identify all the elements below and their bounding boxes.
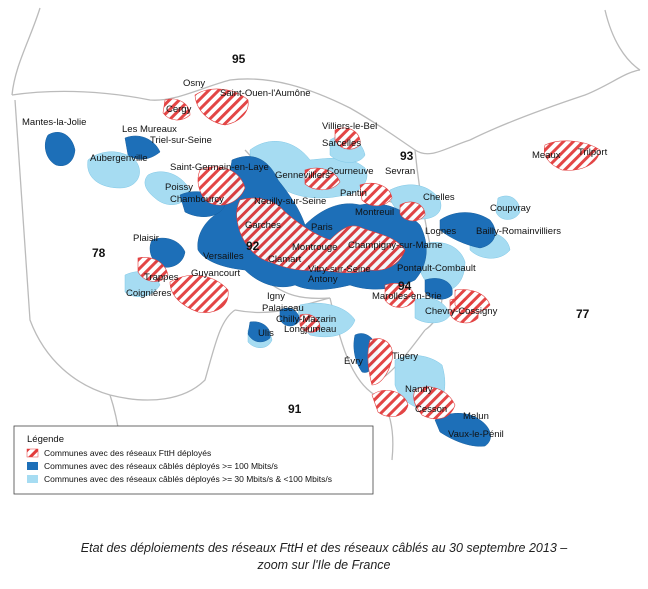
dept-93-label: 93 [400, 149, 414, 163]
figure-caption: Etat des déploiements des réseaux FttH e… [0, 540, 648, 574]
town-label: Chevry-Cossigny [425, 306, 498, 317]
town-label: Pontault-Combault [397, 263, 476, 274]
ftth-areas [137, 88, 601, 420]
town-label: Sarcelles [322, 138, 361, 149]
town-label: Nandy [405, 384, 433, 395]
town-label: Paris [311, 222, 333, 233]
town-label: Courneuve [327, 166, 373, 177]
town-label: Montreuil [355, 207, 394, 218]
town-label: Saint-Ouen-l'Aumône [220, 88, 311, 99]
legend: Légende Communes avec des réseaux FttH d… [13, 425, 374, 495]
dept-78-label: 78 [92, 246, 106, 260]
town-label: Osny [183, 78, 205, 89]
dept-77-label: 77 [576, 307, 590, 321]
town-label: Chelles [423, 192, 455, 203]
town-label: Igny [267, 291, 285, 302]
town-label: Évry [344, 356, 363, 367]
legend-box [13, 425, 374, 495]
town-label: Longjumeau [284, 324, 336, 335]
town-label: Lognes [425, 226, 456, 237]
town-label: Mantes-la-Jolie [22, 117, 86, 128]
legend-ftth-swatch [26, 448, 39, 458]
town-label: Gennevilliers [275, 170, 330, 181]
dept-95-label: 95 [232, 52, 246, 66]
town-label: Palaiseau [262, 303, 304, 314]
legend-cable-high-swatch [27, 462, 38, 470]
dept-94-label: 94 [398, 279, 412, 293]
town-label: Montrouge [292, 242, 337, 253]
town-label: Garches [245, 220, 281, 231]
town-label: Sevran [385, 166, 415, 177]
town-labels: Osny Saint-Ouen-l'Aumône Cergy Mantes-la… [22, 78, 608, 440]
town-label: Ulis [258, 328, 274, 339]
town-label: Plaisir [133, 233, 159, 244]
town-label: Poissy [165, 182, 193, 193]
caption-line-1: Etat des déploiements des réseaux FttH e… [80, 541, 568, 555]
town-label: Tigery [392, 351, 418, 362]
town-label: Coignières [126, 288, 172, 299]
legend-item-cable-low: Communes avec des réseaux câblés déployé… [44, 474, 332, 484]
town-label: Marolles-en-Brie [372, 291, 442, 302]
town-label: Bailly-Romainvilliers [476, 226, 561, 237]
town-label: Clamart [268, 254, 302, 265]
town-label: Neuilly-sur-Seine [254, 196, 326, 207]
town-label: Trappes [144, 272, 179, 283]
town-label: Pantin [340, 188, 367, 199]
town-label: Triel-sur-Seine [150, 135, 212, 146]
town-label: Meaux [532, 150, 561, 161]
town-label: Melun [463, 411, 489, 422]
legend-item-ftth: Communes avec des réseaux FttH déployés [44, 448, 211, 458]
town-label: Chilly-Mazarin [276, 314, 336, 325]
town-label: Les Mureaux [122, 124, 177, 135]
town-label: Vitry-sur-Seine [308, 264, 371, 275]
town-label: Saint-Germain-en-Laye [170, 162, 269, 173]
caption-line-2: zoom sur l'Ile de France [257, 558, 391, 572]
legend-item-cable-high: Communes avec des réseaux câblés déployé… [44, 461, 278, 471]
dept-91-label: 91 [288, 402, 302, 416]
legend-cable-low-swatch [27, 475, 38, 483]
town-label: Cergy [166, 104, 192, 115]
town-label: Trilport [578, 147, 608, 158]
town-label: Cesson [415, 404, 447, 415]
town-label: Antony [308, 274, 338, 285]
department-labels: 95 93 78 92 94 77 91 [92, 52, 590, 416]
town-label: Coupvray [490, 203, 531, 214]
town-label: Aubergenville [90, 153, 148, 164]
town-label: Vaux-le-Pénil [448, 429, 504, 440]
dept-92-label: 92 [246, 239, 260, 253]
legend-title: Légende [27, 434, 64, 445]
town-label: Villiers-le-Bel [322, 121, 377, 132]
town-label: Versailles [203, 251, 244, 262]
town-label: Chambourcy [170, 194, 224, 205]
town-label: Guyancourt [191, 268, 240, 279]
town-label: Champigny-sur-Marne [348, 240, 443, 251]
